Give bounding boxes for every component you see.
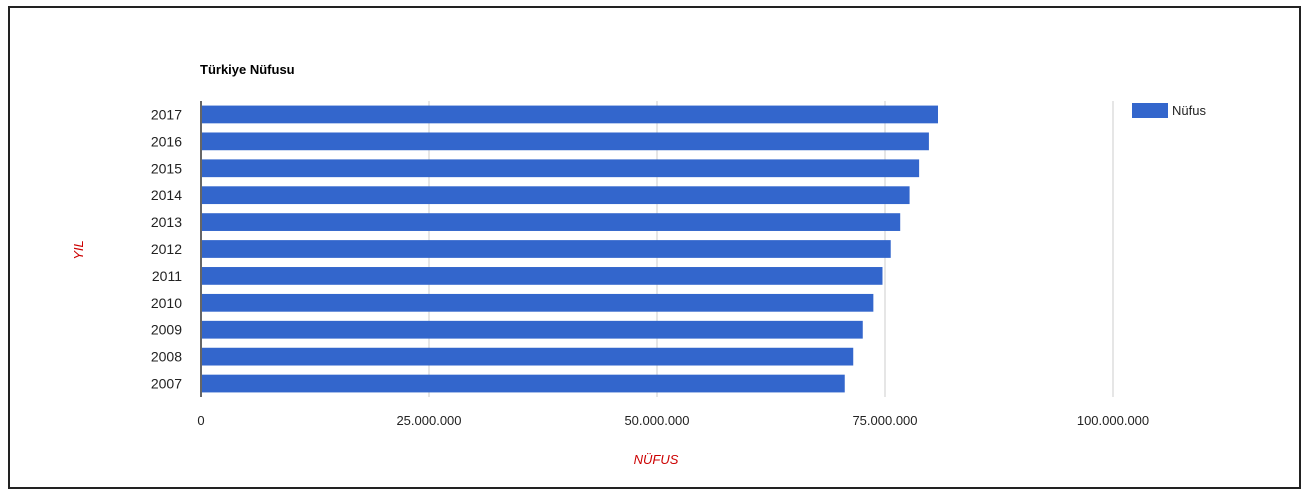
chart-frame: Türkiye Nüfusu 2017 2016 2015 2014 2013 2012 2… — [8, 6, 1301, 489]
bar-2012[interactable] — [202, 240, 891, 258]
bar-2009[interactable] — [202, 320, 863, 339]
bars — [202, 105, 938, 393]
x-axis-title: NÜFUS — [634, 452, 679, 467]
bar-chart: Türkiye Nüfusu 2017201620152014201320122… — [71, 62, 1206, 467]
bar-2016[interactable] — [202, 132, 929, 151]
y-tick-label: 2016 — [151, 133, 182, 149]
bar-2017[interactable] — [202, 105, 938, 124]
bar-2015[interactable] — [202, 159, 920, 178]
x-tick-label: 100.000.000 — [1077, 413, 1149, 428]
bar-2014[interactable] — [202, 186, 910, 205]
y-tick-label: 2017 — [151, 106, 182, 122]
y-tick-label: 2014 — [151, 187, 182, 203]
y-axis-title: YIL — [71, 240, 86, 260]
legend[interactable]: Nüfus — [1132, 103, 1206, 118]
y-tick-label: 2012 — [151, 241, 182, 257]
x-tick-label: 0 — [197, 413, 204, 428]
y-tick-label: 2009 — [151, 322, 182, 338]
x-tick-label: 50.000.000 — [624, 413, 689, 428]
bar-2010[interactable] — [202, 293, 874, 312]
bar-2013[interactable] — [202, 213, 901, 231]
bar-2008[interactable] — [202, 347, 854, 366]
x-tick-label: 75.000.000 — [852, 413, 917, 428]
chart-title: Türkiye Nüfusu — [200, 62, 295, 77]
legend-label: Nüfus — [1172, 103, 1206, 118]
y-tick-label: 2011 — [152, 268, 182, 284]
bar-2011[interactable] — [202, 267, 883, 285]
bar-2007[interactable] — [202, 374, 845, 393]
legend-swatch — [1132, 103, 1168, 118]
x-tick-label: 25.000.000 — [396, 413, 461, 428]
x-tick-labels: 0 25.000.000 50.000.000 75.000.000 100.000.0… — [197, 413, 1149, 428]
y-tick-label: 2007 — [151, 376, 182, 392]
y-tick-labels: 2017 2016 2015 2014 2013 2012 2011 2010 2009 2008… — [151, 106, 182, 391]
y-tick-label: 2008 — [151, 349, 182, 365]
y-tick-label: 2013 — [151, 214, 182, 230]
y-tick-label: 2015 — [151, 160, 182, 176]
y-tick-label: 2010 — [151, 295, 182, 311]
